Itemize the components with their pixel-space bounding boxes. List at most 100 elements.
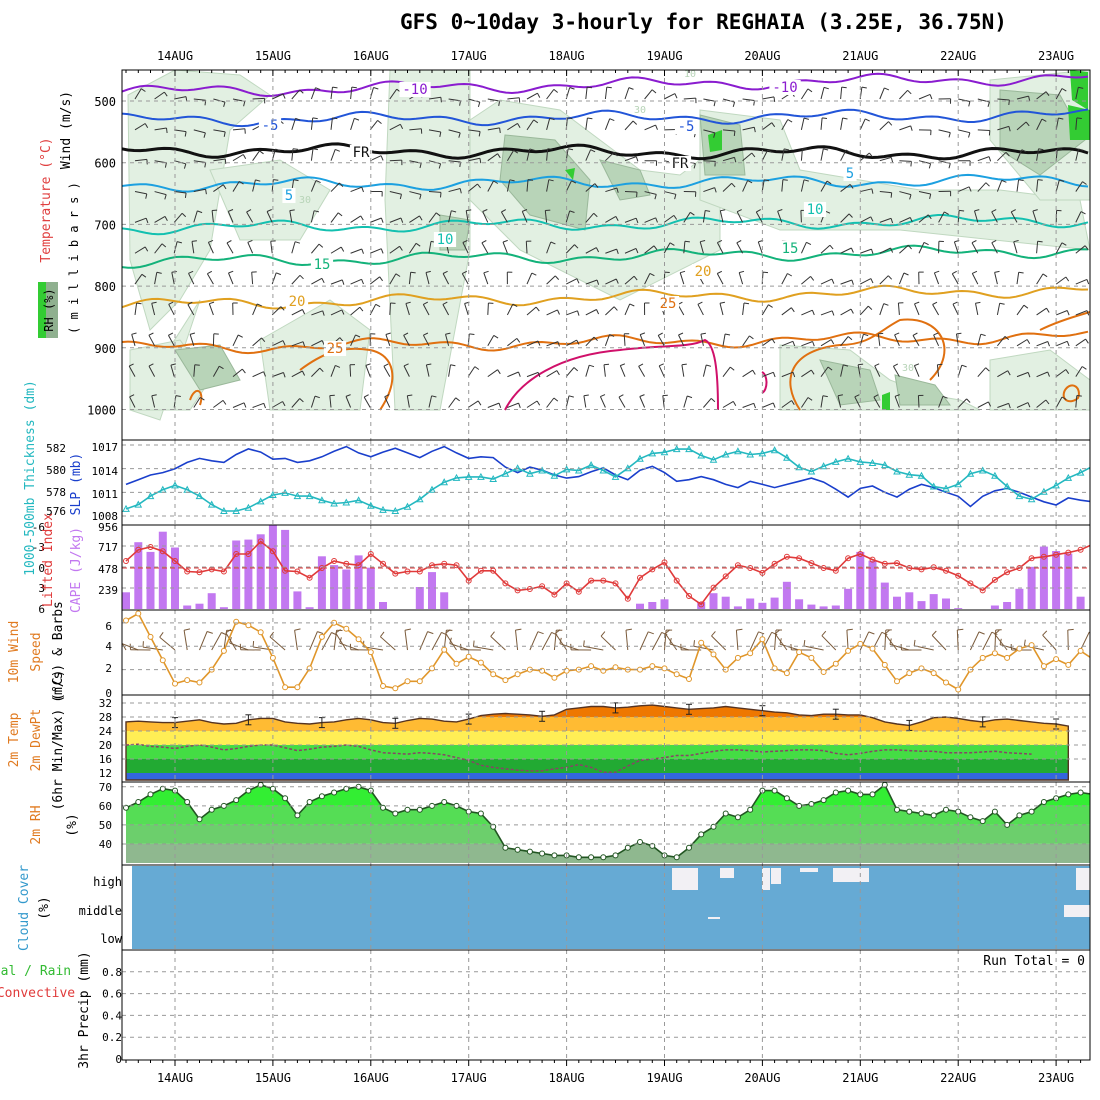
- wind-barb: [428, 241, 432, 254]
- wind-barb: [624, 303, 631, 316]
- wind-barb: [409, 128, 422, 131]
- wind-barb: [1016, 402, 1029, 408]
- rh-2m-line-point: [930, 812, 937, 819]
- cape-bar: [171, 547, 179, 609]
- rh-light-area: [989, 349, 1090, 411]
- wind-barb: [657, 335, 665, 347]
- wind-barb-flag: [531, 272, 537, 276]
- wind-barb-flag: [674, 93, 678, 99]
- wind-barb: [252, 371, 264, 378]
- cape-bar: [1003, 602, 1012, 609]
- cape-panel: [122, 525, 1090, 609]
- wind-barb-flag: [893, 363, 899, 367]
- wind-barb: [840, 247, 852, 254]
- surface-wind-barb: [669, 643, 690, 651]
- rh-green-area: [565, 168, 575, 180]
- lifted-index-line-point: [441, 560, 448, 567]
- wind-barb-flag: [385, 332, 391, 335]
- rh-2m-line-point: [845, 787, 852, 794]
- wind-barb: [742, 98, 755, 101]
- wind-barb: [500, 211, 508, 223]
- wind-barb: [232, 181, 240, 192]
- isotherm-label-halo: [399, 82, 431, 97]
- wind-barb-flag: [787, 119, 793, 123]
- wind-barb: [487, 369, 498, 378]
- wind-barb-flag: [929, 94, 933, 100]
- wind-barb-flag: [426, 363, 432, 366]
- wind-barb-flag: [914, 301, 920, 305]
- surface-wind-barb-flag: [537, 631, 544, 635]
- wind-barb: [762, 402, 774, 408]
- date-top-22AUG: 22AUG: [940, 49, 976, 63]
- wind-barb: [134, 217, 147, 223]
- wind-barb: [618, 396, 626, 408]
- wind-barb: [918, 93, 931, 100]
- wind-speed-line-point: [894, 678, 900, 685]
- wind-barb: [487, 98, 500, 102]
- thickness-line-point: [269, 490, 277, 498]
- wind-barb-flag: [615, 216, 619, 222]
- wind-barb-flag: [222, 400, 227, 405]
- temp-tick-label: 20: [99, 739, 112, 752]
- wind-barb-flag: [419, 215, 423, 221]
- wind-barb-flag: [655, 217, 658, 223]
- wind-barb: [329, 395, 332, 408]
- rh-2m-line-point: [539, 850, 546, 857]
- wind-barb: [565, 244, 575, 254]
- isotherm-label: FR: [353, 145, 370, 161]
- wind-barb: [859, 305, 869, 316]
- cape-bar: [697, 602, 706, 609]
- wind-barb: [991, 211, 998, 223]
- wind-barb-flag: [415, 242, 421, 247]
- isotherm-30-line: [504, 338, 719, 411]
- lifted-index-line-point: [1028, 555, 1035, 562]
- wind-barb-flag: [223, 131, 226, 137]
- wind-barb-flag: [593, 336, 598, 341]
- wind-barb-flag: [890, 218, 894, 224]
- wind-barb-flag: [733, 130, 736, 137]
- wind-barb-flag: [669, 242, 675, 246]
- wind-barb: [428, 96, 441, 100]
- wind-barb-flag: [553, 89, 559, 93]
- wind-barb-flag: [438, 163, 442, 169]
- wind-barb: [681, 364, 685, 377]
- thickness-line-point: [1003, 482, 1011, 490]
- wind-barb: [291, 118, 296, 131]
- surface-wind-barb-flag: [881, 631, 888, 636]
- wind-barb: [526, 340, 539, 347]
- wind-barb: [1055, 396, 1063, 408]
- isotherm-25-loop: [1039, 311, 1090, 331]
- wind-barb: [936, 364, 940, 377]
- surface-wind-barb: [335, 632, 347, 651]
- wind-barb: [604, 87, 608, 100]
- wind-barb: [820, 310, 833, 316]
- wind-barb-flag: [144, 123, 149, 129]
- wind-barb: [800, 179, 805, 192]
- wind-barb: [997, 151, 1007, 162]
- wind-barb: [781, 340, 794, 347]
- rh-mid-area: [819, 359, 881, 406]
- surface-wind-barb-flag: [1042, 630, 1048, 636]
- wind-speed-line-point: [490, 671, 497, 678]
- wind-barb-flag: [629, 303, 635, 307]
- wind-barb-flag: [640, 332, 646, 336]
- rh-2m-line-point: [747, 806, 754, 813]
- wind-barb-flag: [811, 310, 815, 316]
- lifted-index-line-point: [1016, 565, 1023, 571]
- wind-barb-flag: [732, 101, 736, 108]
- wind-barb: [525, 241, 528, 254]
- rh-2m-line-point: [1040, 799, 1047, 805]
- wind-barb: [996, 180, 1003, 192]
- wind-barb: [232, 402, 245, 408]
- wind-speed-line-point: [282, 684, 289, 691]
- wind-barb-flag: [312, 148, 318, 151]
- cape-bar: [746, 598, 755, 609]
- wind-barb-flag: [842, 117, 848, 120]
- wind-barb: [873, 396, 881, 408]
- wind-barb-flag: [176, 241, 183, 244]
- wind-barb-flag: [577, 310, 580, 316]
- temp-tick-label: 24: [99, 725, 113, 738]
- wind-barb: [877, 333, 881, 346]
- wind-barb: [605, 215, 617, 223]
- wind-barb-flag: [674, 194, 677, 200]
